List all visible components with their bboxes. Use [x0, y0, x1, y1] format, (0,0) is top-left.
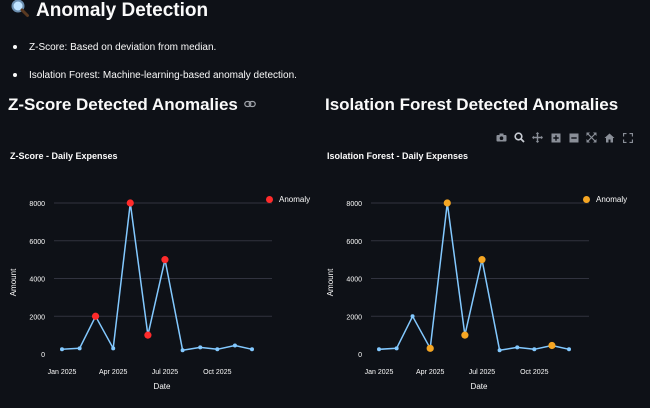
series-point [232, 343, 237, 348]
y-tick-label: 2000 [29, 314, 45, 321]
x-tick-label: Jan 2025 [365, 369, 394, 376]
home-icon[interactable] [602, 131, 617, 144]
y-axis-title: Amount [9, 268, 18, 296]
anomaly-point [126, 199, 134, 207]
list-item: Z-Score: Based on deviation from median. [10, 33, 297, 61]
bullet-text: Isolation Forest: Machine-learning-based… [29, 69, 297, 81]
series-point [394, 346, 399, 351]
series-point [567, 347, 571, 352]
series-point [250, 347, 254, 352]
x-tick-label: Jan 2025 [48, 369, 77, 376]
zoom-out-icon[interactable] [566, 131, 581, 144]
series-point [198, 345, 203, 350]
y-tick-label: 6000 [346, 239, 362, 246]
page-title-text: Anomaly Detection [36, 0, 209, 21]
zoom-in-icon[interactable] [548, 131, 563, 144]
series-point [497, 348, 502, 353]
y-tick-label: 4000 [29, 277, 45, 284]
y-tick-label: 6000 [29, 239, 45, 246]
series-line [378, 202, 570, 351]
zscore-chart-title: Z-Score - Daily Expenses [10, 151, 118, 161]
anomaly-point [144, 331, 152, 339]
anomaly-point [161, 256, 169, 264]
anomaly-point [91, 312, 100, 320]
y-tick-label: 8000 [346, 201, 362, 208]
bullet-dot [13, 73, 17, 77]
series-point [111, 346, 116, 351]
bullet-dot [13, 45, 17, 49]
series-point [60, 347, 64, 352]
autoscale-icon[interactable] [584, 131, 599, 144]
info-bullet-list: Z-Score: Based on deviation from median.… [10, 33, 297, 89]
iforest-legend[interactable]: Anomaly [583, 195, 627, 204]
y-tick-label: 2000 [346, 314, 362, 321]
zoom-icon[interactable] [512, 131, 527, 144]
y-tick-label: 0 [358, 352, 362, 359]
series-point [215, 347, 220, 352]
legend-swatch [266, 196, 273, 203]
y-axis-title: Amount [326, 268, 335, 296]
anomaly-point [548, 341, 556, 350]
series-point [77, 346, 82, 351]
legend-label: Anomaly [279, 195, 311, 204]
series-point [410, 314, 415, 319]
y-tick-label: 4000 [346, 277, 362, 284]
x-tick-label: Apr 2025 [416, 369, 445, 376]
x-tick-label: Oct 2025 [203, 369, 232, 376]
iforest-line-chart[interactable]: 0 2000 4000 6000 8000 Jan 2025 Apr 2025 Jul 202… [317, 185, 632, 400]
x-axis-title: Date [471, 382, 488, 391]
zscore-legend[interactable]: Anomaly [266, 195, 310, 204]
x-tick-label: Jul 2025 [469, 369, 496, 376]
anomaly-point [426, 344, 434, 352]
series-point [180, 348, 185, 353]
x-tick-label: Oct 2025 [520, 369, 549, 376]
bullet-text: Z-Score: Based on deviation from median. [29, 41, 217, 53]
page-title: Anomaly Detection [10, 0, 208, 22]
iforest-chart-title: Isolation Forest - Daily Expenses [327, 151, 469, 161]
y-tick-label: 8000 [29, 201, 45, 208]
anomaly-point [443, 199, 451, 207]
camera-icon[interactable] [494, 131, 509, 144]
series-point [515, 345, 520, 350]
series-point [377, 347, 381, 352]
list-item: Isolation Forest: Machine-learning-based… [10, 61, 297, 89]
zscore-section-heading: Z-Score Detected Anomalies [8, 95, 256, 115]
chart-modebar [494, 131, 635, 144]
series-line [61, 202, 253, 351]
series-point [532, 347, 537, 352]
x-tick-label: Apr 2025 [99, 369, 128, 376]
pan-icon[interactable] [530, 131, 545, 144]
fullscreen-icon[interactable] [620, 131, 635, 144]
legend-swatch [583, 196, 590, 203]
anomaly-point [461, 331, 469, 339]
zscore-line-chart[interactable]: 0 2000 4000 6000 8000 Jan 2025 Apr 2025 Jul 202… [0, 185, 315, 400]
y-tick-label: 0 [41, 352, 45, 359]
magnifying-glass-icon [10, 0, 30, 24]
legend-label: Anomaly [596, 195, 628, 204]
link-icon[interactable] [244, 95, 256, 115]
anomaly-point [478, 256, 486, 264]
x-tick-label: Jul 2025 [152, 369, 179, 376]
heading-text: Isolation Forest Detected Anomalies [325, 95, 619, 114]
iforest-section-heading: Isolation Forest Detected Anomalies [325, 95, 618, 115]
heading-text: Z-Score Detected Anomalies [8, 95, 238, 114]
x-axis-title: Date [154, 382, 171, 391]
